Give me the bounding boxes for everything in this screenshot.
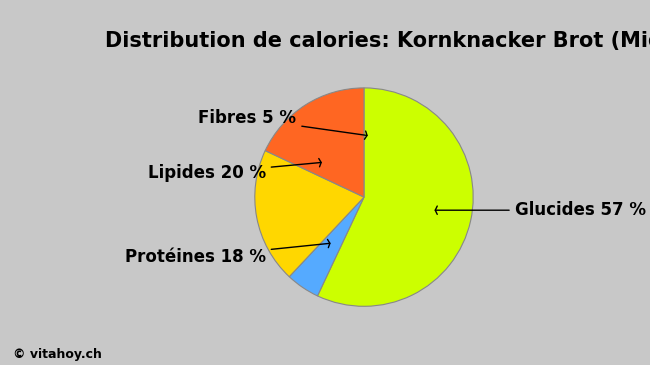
Wedge shape (255, 151, 364, 277)
Text: Distribution de calories: Kornknacker Brot (Migros): Distribution de calories: Kornknacker Br… (105, 31, 650, 51)
Text: Protéines 18 %: Protéines 18 % (125, 239, 330, 266)
Text: © vitahoy.ch: © vitahoy.ch (13, 348, 102, 361)
Text: Glucides 57 %: Glucides 57 % (436, 201, 645, 219)
Wedge shape (317, 88, 473, 306)
Wedge shape (265, 88, 364, 197)
Text: Fibres 5 %: Fibres 5 % (198, 110, 367, 139)
Wedge shape (289, 197, 364, 296)
Text: Lipides 20 %: Lipides 20 % (148, 158, 321, 182)
